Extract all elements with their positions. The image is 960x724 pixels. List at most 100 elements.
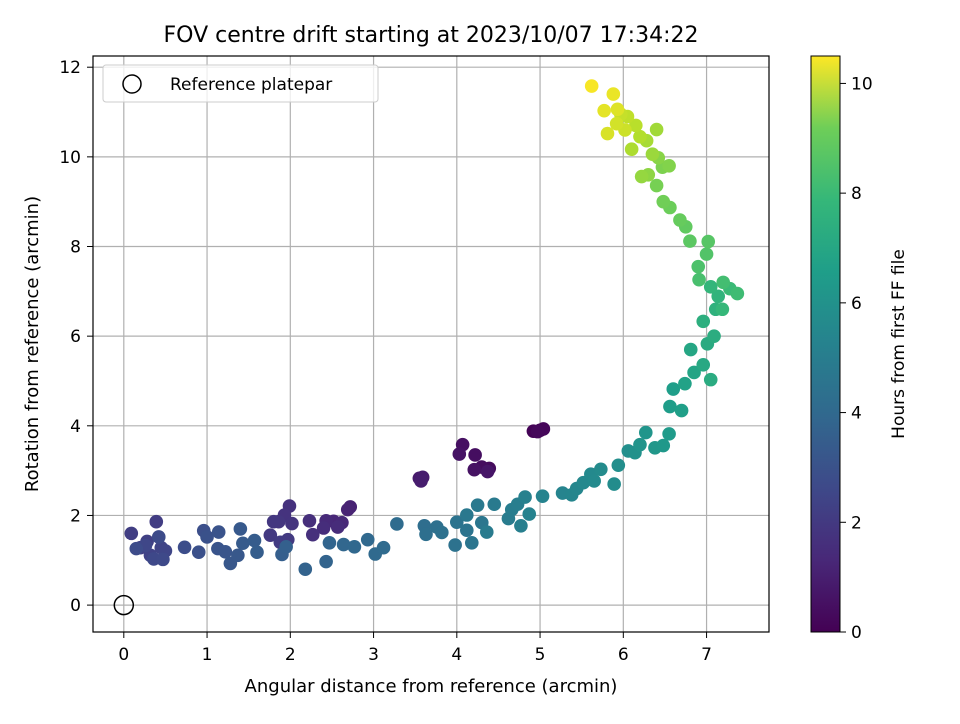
colorbar-tick-label: 4 xyxy=(851,404,862,424)
scatter-point xyxy=(263,528,278,542)
scatter-point xyxy=(628,118,643,133)
scatter-point xyxy=(448,538,462,552)
scatter-point xyxy=(330,520,345,534)
scatter-point xyxy=(305,527,320,542)
scatter-point xyxy=(691,259,706,274)
scatter-point xyxy=(151,530,166,544)
scatter-points xyxy=(113,79,745,616)
scatter-point xyxy=(156,552,170,567)
colorbar: 0 2 4 6 8 10 Hours from first FF file xyxy=(810,55,909,643)
colorbar-ticks: 0 2 4 6 8 10 xyxy=(840,74,873,643)
scatter-point xyxy=(634,169,649,184)
scatter-point xyxy=(607,477,621,491)
legend: Reference platepar xyxy=(102,64,379,103)
y-tick-label: 12 xyxy=(59,58,81,78)
x-tick-label: 2 xyxy=(285,645,296,665)
colorbar-tick-label: 8 xyxy=(851,184,862,204)
scatter-point xyxy=(470,498,485,512)
scatter-point xyxy=(703,372,718,387)
y-tick-label: 2 xyxy=(70,506,81,526)
scatter-point xyxy=(347,540,362,554)
scatter-point xyxy=(459,523,474,538)
scatter-point xyxy=(250,545,264,560)
scatter-point xyxy=(696,314,711,329)
scatter-point xyxy=(467,462,482,477)
scatter-point xyxy=(609,116,624,131)
scatter-point xyxy=(656,438,671,453)
scatter-point xyxy=(468,448,482,462)
scatter-point xyxy=(218,544,233,559)
scatter-point xyxy=(452,447,467,461)
colorbar-tick-label: 0 xyxy=(851,623,862,643)
scatter-point xyxy=(597,103,611,118)
scatter-point xyxy=(390,517,404,531)
scatter-point xyxy=(633,437,647,452)
scatter-point xyxy=(233,522,248,536)
scatter-point xyxy=(610,102,625,117)
scatter-point xyxy=(285,516,299,531)
scatter-point xyxy=(376,540,391,555)
scatter-point xyxy=(600,126,615,141)
x-tick-label: 1 xyxy=(202,645,213,665)
scatter-point xyxy=(673,213,687,227)
scatter-point xyxy=(518,490,532,504)
colorbar-tick-label: 2 xyxy=(851,513,862,533)
colorbar-gradient xyxy=(810,55,841,633)
scatter-point xyxy=(683,342,698,357)
scatter-point xyxy=(522,507,537,521)
scatter-point xyxy=(177,540,192,555)
y-tick-label: 0 xyxy=(70,596,81,616)
scatter-point xyxy=(419,527,433,542)
scatter-point xyxy=(662,427,676,441)
legend-reference-marker xyxy=(122,74,142,94)
scatter-point xyxy=(649,122,664,137)
scatter-point xyxy=(236,536,250,551)
colorbar-label: Hours from first FF file xyxy=(889,249,909,439)
scatter-point xyxy=(696,358,711,372)
scatter-point xyxy=(266,514,281,529)
scatter-point xyxy=(678,376,692,391)
scatter-point xyxy=(435,525,449,540)
scatter-point xyxy=(450,515,464,529)
reference-platepar-point xyxy=(113,594,135,616)
scatter-point xyxy=(336,537,351,552)
y-tick-label: 10 xyxy=(59,148,81,168)
scatter-point xyxy=(645,147,660,161)
legend-entry-reference-platepar: Reference platepar xyxy=(170,75,332,95)
scatter-point xyxy=(611,458,626,473)
scatter-point xyxy=(302,514,317,528)
y-tick-label: 4 xyxy=(70,417,81,437)
legend-box xyxy=(102,64,379,103)
scatter-point xyxy=(247,533,262,548)
plot-frame xyxy=(92,55,770,633)
y-tick-label: 6 xyxy=(70,327,81,347)
scatter-point xyxy=(480,464,495,479)
scatter-point xyxy=(692,272,706,287)
scatter-point xyxy=(674,403,689,418)
scatter-point xyxy=(149,514,164,529)
scatter-point xyxy=(711,289,726,304)
x-tick-label: 0 xyxy=(118,645,129,665)
scatter-point xyxy=(687,365,701,380)
x-tick-label: 3 xyxy=(368,645,379,665)
scatter-point xyxy=(703,280,718,294)
scatter-point xyxy=(530,424,545,439)
scatter-point xyxy=(662,159,676,173)
scatter-point xyxy=(360,532,375,547)
grid xyxy=(93,56,769,632)
scatter-point xyxy=(606,87,621,101)
x-axis-ticks: 0 1 2 3 4 5 6 7 xyxy=(118,632,712,665)
scatter-point xyxy=(649,178,664,193)
y-axis-label: Rotation from reference (arcmin) xyxy=(22,196,43,492)
x-tick-label: 6 xyxy=(618,645,629,665)
scatter-point xyxy=(211,525,226,539)
scatter-point xyxy=(638,425,653,440)
scatter-point xyxy=(459,508,474,522)
scatter-point xyxy=(715,302,730,317)
x-tick-label: 5 xyxy=(535,645,546,665)
scatter-point xyxy=(587,474,601,488)
colorbar-tick-label: 6 xyxy=(851,294,862,314)
colorbar-tick-label: 10 xyxy=(851,74,873,94)
